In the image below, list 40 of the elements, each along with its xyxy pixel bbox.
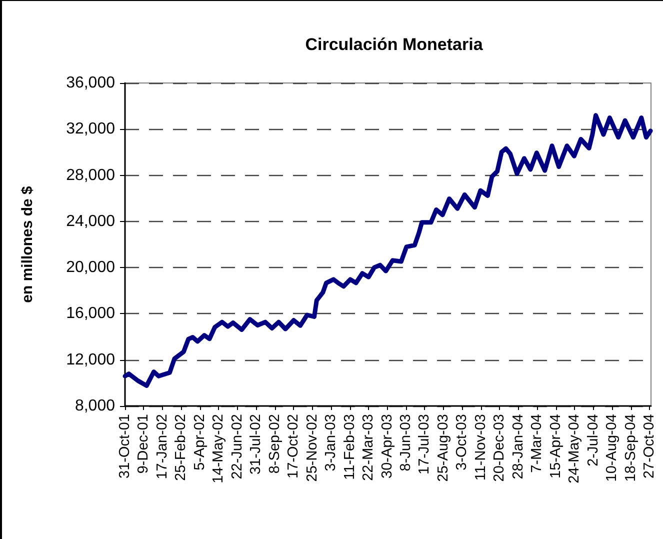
x-tick-label: 2-Jul-04 [585, 414, 602, 466]
x-tick-label: 22-Jun-02 [229, 414, 246, 480]
x-tick-label: 30-Apr-03 [379, 414, 396, 478]
x-tick-label: 20-Dec-03 [492, 414, 508, 482]
x-tick-label: 27-Oct-04 [642, 414, 658, 478]
x-tick-label: 25-Nov-02 [304, 414, 320, 482]
chart-title: Circulación Monetaria [305, 35, 484, 54]
y-tick-label: 20,000 [66, 259, 116, 276]
x-tick-label: 8-Jun-03 [398, 414, 414, 472]
x-tick-label: 25-Aug-03 [435, 414, 452, 482]
x-tick-label: 3-Oct-03 [454, 414, 470, 470]
x-tick-label: 15-Apr-04 [548, 414, 564, 478]
y-tick-label: 32,000 [66, 120, 116, 138]
y-tick-label: 24,000 [66, 212, 116, 230]
x-tick-label: 17-Oct-02 [286, 414, 302, 478]
y-axis-title: en millones de $ [19, 186, 36, 303]
x-tick-label: 28-Jan-04 [510, 414, 526, 480]
x-tick-label: 17-Jul-03 [416, 414, 433, 474]
y-tick-label: 8,000 [74, 398, 116, 414]
x-tick-label: 3-Jan-03 [323, 414, 340, 472]
x-tick-label: 17-Jan-02 [154, 414, 170, 480]
y-tick-label: 12,000 [66, 351, 116, 368]
x-tick-label: 8-Sep-02 [266, 414, 283, 474]
x-tick-label: 5-Apr-02 [192, 414, 208, 470]
x-tick-label: 7-Mar-04 [529, 414, 546, 473]
line-series [122, 113, 653, 388]
x-tick-label: 14-May-02 [210, 414, 227, 484]
x-tick-label: 31-Jul-02 [248, 414, 264, 474]
x-tick-label: 18-Sep-04 [622, 414, 639, 482]
x-tick-label: 11-Nov-03 [472, 414, 489, 481]
y-tick-label: 36,000 [66, 74, 116, 92]
x-tick-label: 25-Feb-02 [173, 414, 190, 481]
x-tick-label: 10-Aug-04 [604, 414, 620, 482]
y-tick-label: 16,000 [66, 305, 116, 322]
y-tick-label: 28,000 [66, 166, 116, 184]
x-tick-label: 24-May-04 [566, 414, 583, 484]
x-tick-label: 22-Mar-03 [360, 414, 377, 481]
x-tick-label: 9-Dec-01 [136, 414, 152, 474]
x-tick-label: 11-Feb-03 [342, 414, 358, 480]
x-tick-label: 31-Oct-01 [117, 414, 133, 478]
